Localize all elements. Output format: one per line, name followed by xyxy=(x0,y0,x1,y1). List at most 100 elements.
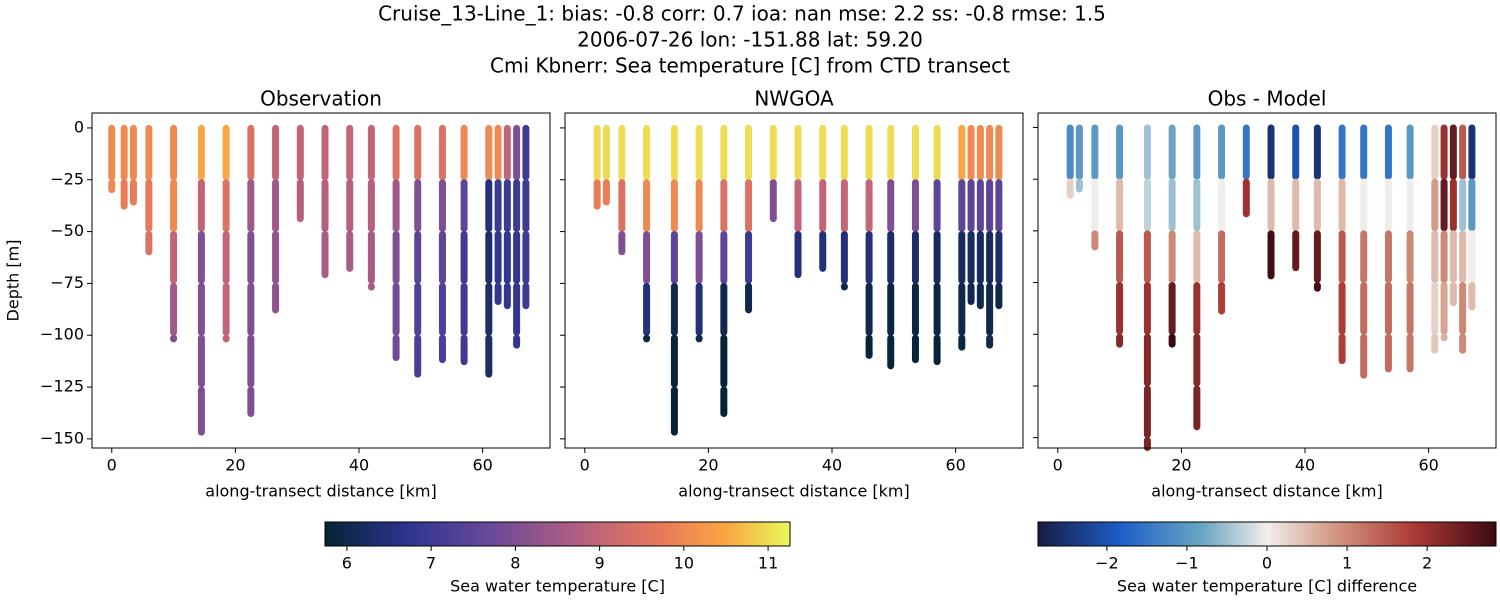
profile-segment xyxy=(887,231,895,284)
profile-segment xyxy=(1168,282,1176,335)
profile-segment xyxy=(1468,230,1476,284)
profile-segment xyxy=(522,231,530,284)
profile-segment xyxy=(1218,178,1226,232)
profile-segment xyxy=(986,179,994,233)
profile-segment xyxy=(720,282,728,336)
profile-segment xyxy=(670,282,678,336)
profile-segment xyxy=(967,124,975,181)
profile-segment xyxy=(618,179,626,233)
profile-segment xyxy=(438,231,446,284)
profile-segment xyxy=(460,124,468,181)
profile-segment xyxy=(222,231,230,284)
profile-segment xyxy=(986,124,994,181)
profile-segment xyxy=(1193,230,1201,284)
profile-segment xyxy=(1116,124,1124,180)
profile-segment xyxy=(346,231,354,272)
profile-segment xyxy=(460,282,468,336)
profile-segment xyxy=(958,231,966,284)
profile-segment xyxy=(1468,178,1476,232)
profile-segment xyxy=(1406,124,1414,180)
profile-segment xyxy=(819,124,827,181)
profile-segment xyxy=(769,179,777,223)
profile-segment xyxy=(933,179,941,233)
profile-segment xyxy=(1313,230,1321,284)
profile-segment xyxy=(1218,124,1226,180)
profile-segment xyxy=(222,334,230,343)
profile-segment xyxy=(643,334,651,343)
profile-segment xyxy=(1116,230,1124,284)
profile-segment xyxy=(1075,124,1083,180)
profile-segment xyxy=(769,124,777,181)
profile-segment xyxy=(1242,124,1250,180)
profile-segment xyxy=(695,124,703,181)
profile-segment xyxy=(414,179,422,233)
profile-segment xyxy=(1313,178,1321,232)
profile-segment xyxy=(108,179,116,194)
x-tick-label: 40 xyxy=(1295,456,1315,475)
profile-segment xyxy=(593,124,601,181)
profile-segment xyxy=(1431,230,1439,284)
profile-segment xyxy=(145,124,153,181)
profile-segment xyxy=(1449,124,1457,180)
profile-segment xyxy=(129,124,137,181)
profile-segment xyxy=(1360,178,1368,232)
profile-segment xyxy=(967,179,975,233)
profile-segment xyxy=(1440,333,1448,342)
profile-segment xyxy=(670,124,678,181)
profile-segment xyxy=(485,124,493,181)
axes-frame xyxy=(564,112,1024,449)
profile-segment xyxy=(414,282,422,336)
profile-segment xyxy=(618,231,626,256)
profile-segment xyxy=(1440,178,1448,232)
y-tick-label: −75 xyxy=(50,273,84,292)
profile-segment xyxy=(1193,282,1201,335)
profile-segment xyxy=(1459,333,1467,354)
profile-segment xyxy=(1066,178,1074,199)
profile-segment xyxy=(129,179,137,206)
profile-segment xyxy=(618,124,626,181)
profile-segment xyxy=(1267,124,1275,180)
profile-segment xyxy=(197,334,205,388)
profile-segment xyxy=(933,282,941,336)
profile-segment xyxy=(1338,333,1346,365)
profile-segment xyxy=(1384,230,1392,284)
colorbar-tick-label: 11 xyxy=(758,554,778,573)
profile-segment xyxy=(120,124,128,181)
profile-segment xyxy=(976,179,984,233)
profile-segment xyxy=(670,179,678,233)
x-tick-label: 40 xyxy=(349,456,369,475)
profile-segment xyxy=(1143,437,1151,451)
colorbar-tick-label: 2 xyxy=(1422,554,1432,573)
profile-segment xyxy=(1168,178,1176,232)
profile-segment xyxy=(438,334,446,364)
profile-segment xyxy=(720,334,728,388)
profile-segment xyxy=(745,179,753,233)
profile-segment xyxy=(995,231,1003,284)
profile-segment xyxy=(1116,178,1124,232)
profile-segment xyxy=(794,179,802,233)
profile-segment xyxy=(1468,124,1476,180)
x-tick-label: 60 xyxy=(472,456,492,475)
profile-segment xyxy=(1091,124,1099,180)
x-tick-label: 40 xyxy=(822,456,842,475)
profile-segment xyxy=(197,282,205,336)
profile-segment xyxy=(522,179,530,233)
profile-segment xyxy=(1313,282,1321,292)
profile-segment xyxy=(1384,124,1392,180)
profile-segment xyxy=(1459,230,1467,284)
profile-segment xyxy=(840,282,848,291)
profile-segment xyxy=(1143,124,1151,180)
figure-title: Cmi Kbnerr: Sea temperature [C] from CTD… xyxy=(490,54,1010,78)
profile-segment xyxy=(438,282,446,336)
profile-segment xyxy=(222,282,230,336)
profile-segment xyxy=(1193,333,1201,387)
colorbar-tick-label: 8 xyxy=(510,554,520,573)
y-axis-label: Depth [m] xyxy=(4,240,23,322)
profile-segment xyxy=(976,231,984,284)
profile-segment xyxy=(1360,230,1368,284)
profile-segment xyxy=(819,179,827,233)
profile-segment xyxy=(170,179,178,233)
profile-segment xyxy=(865,282,873,336)
profile-segment xyxy=(1218,230,1226,284)
profile-segment xyxy=(840,124,848,181)
